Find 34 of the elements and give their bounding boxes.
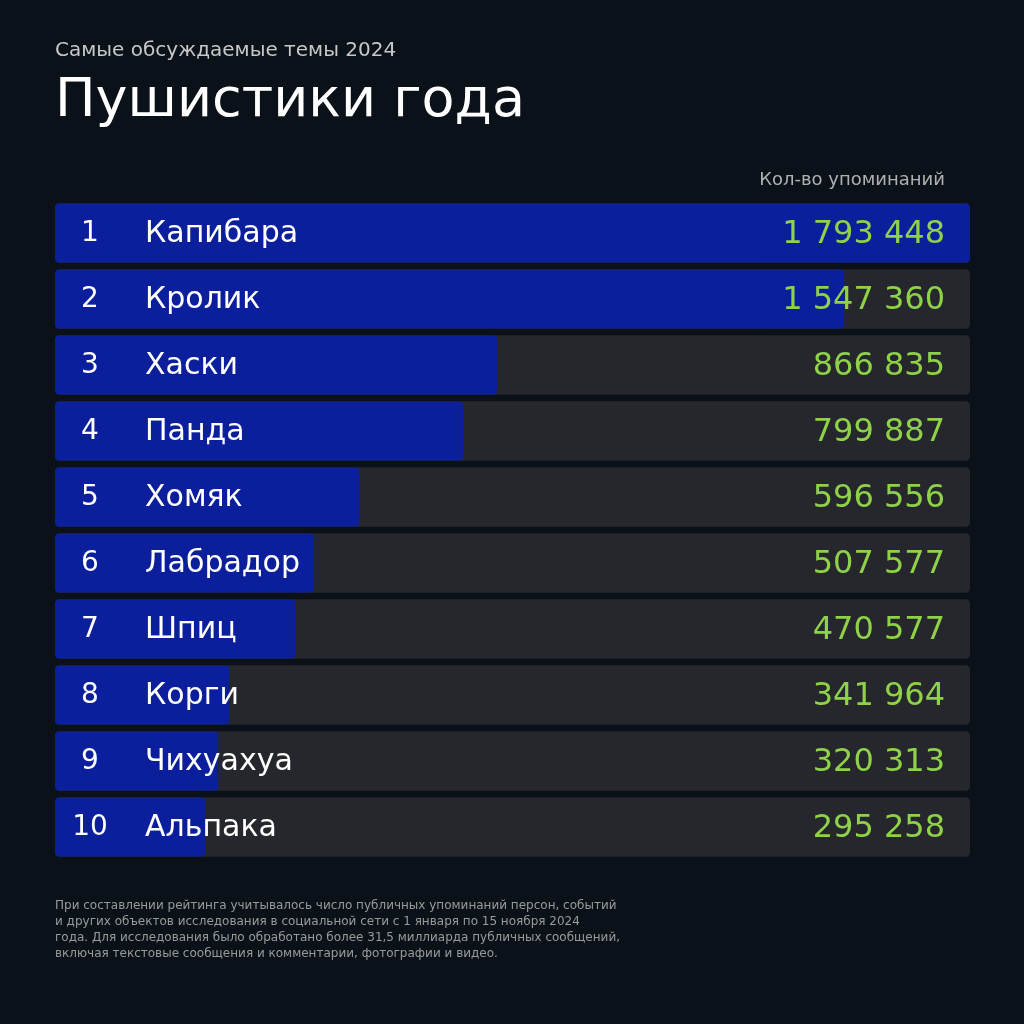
data-label: 470 577 [812,609,945,647]
y-tick-label: Лабрадор [145,544,301,579]
annotation: 4 [81,413,99,446]
annotation: 5 [81,479,99,512]
data-label: 1 793 448 [782,213,945,251]
data-label: 507 577 [812,543,945,581]
chart-subtitle: Самые обсуждаемые темы 2024 [55,37,397,61]
y-tick-label: Чихуахуа [145,742,293,777]
y-tick-label: Капибара [145,214,299,249]
data-label: 320 313 [812,741,945,779]
y-tick-label: Кролик [145,280,261,315]
data-label: 341 964 [812,675,945,713]
y-tick-label: Шпиц [145,610,237,645]
annotation: 8 [81,677,99,710]
y-tick-label: Хомяк [145,478,243,513]
chart-title: Пушистики года [55,66,526,129]
x-axis-title: Кол-во упоминаний [759,168,945,189]
data-label: 596 556 [812,477,945,515]
annotation: 6 [81,545,99,578]
annotation: 2 [81,281,99,314]
annotation: 9 [81,743,99,776]
y-tick-label: Корги [145,676,239,711]
text: При составлении рейтинга учитывалось число публичных упоминаний персон, событий и других объектов исследования в социальной сети с 1 января по 15 ноября 2024 года. Для исследования было обработано более 31,5 миллиарда публичных сообщений, включая текстовые сообщения и комментарии, фотографии и видео. [55,898,621,960]
data-label: 799 887 [812,411,945,449]
annotation: 7 [81,611,99,644]
annotation: 10 [72,809,108,842]
y-tick-label: Панда [145,412,245,447]
data-label: 866 835 [812,345,945,383]
annotation: 1 [81,215,99,248]
bar [55,599,296,659]
y-tick-label: Альпака [145,808,277,843]
y-tick-label: Хаски [145,346,239,381]
annotation: 3 [81,347,99,380]
data-label: 295 258 [812,807,945,845]
